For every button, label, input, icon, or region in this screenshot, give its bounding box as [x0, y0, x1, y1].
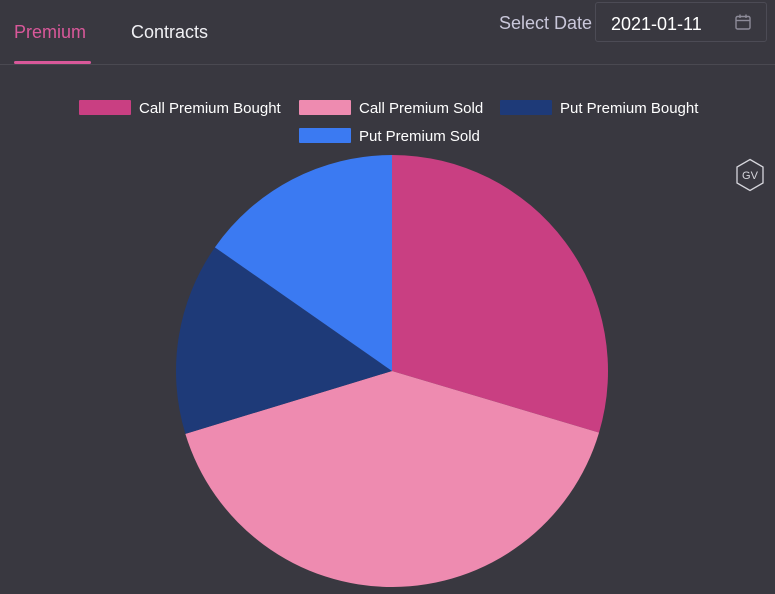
tab-bar: Premium Contracts	[0, 0, 775, 65]
legend-swatch	[299, 128, 351, 143]
tab-contracts[interactable]: Contracts	[131, 22, 209, 42]
date-picker-input[interactable]: 2021-01-11	[595, 2, 767, 42]
legend-label: Call Premium Bought	[139, 100, 281, 117]
legend-label: Put Premium Sold	[359, 128, 480, 145]
pie-slice-call-premium-sold[interactable]	[185, 371, 600, 587]
legend-swatch	[79, 100, 131, 115]
legend-swatch	[500, 100, 552, 115]
pie-slice-put-premium-sold[interactable]	[214, 155, 392, 371]
date-value: 2021-01-11	[611, 14, 702, 34]
gv-badge-text: GV	[742, 170, 759, 182]
active-tab-indicator	[14, 61, 91, 64]
chart-legend: Call Premium Bought Call Premium Sold Pu…	[0, 92, 775, 148]
pie-slice-put-premium-bought[interactable]	[176, 247, 392, 434]
legend-swatch	[299, 100, 351, 115]
select-date-label: Select Date	[499, 13, 593, 33]
pie-slice-call-premium-bought[interactable]	[392, 155, 608, 433]
calendar-icon[interactable]	[734, 13, 752, 31]
legend-label: Call Premium Sold	[359, 100, 484, 117]
tab-premium[interactable]: Premium	[14, 22, 87, 42]
legend-label: Put Premium Bought	[560, 100, 699, 117]
gv-badge-icon[interactable]: GV	[735, 158, 765, 192]
